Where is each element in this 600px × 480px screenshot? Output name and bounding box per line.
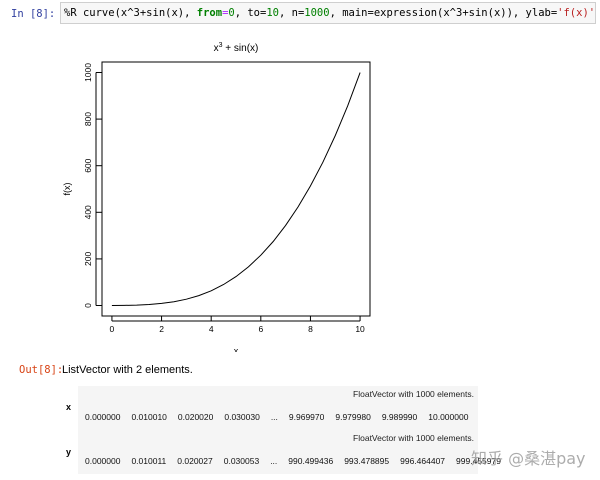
code-token: , to= [234, 7, 267, 19]
vector-cell: 993.478895 [344, 456, 390, 466]
plot-frame [101, 61, 371, 317]
code-token: 'f(x)' [557, 7, 596, 19]
x-tick-label: 0 [110, 324, 115, 334]
vector-cell: 10.000000 [428, 412, 469, 422]
input-prompt: In [8]: [11, 8, 56, 20]
vector-header-y: FloatVector with 1000 elements. [353, 433, 474, 443]
vector-label-y: y [66, 447, 72, 457]
vector-header-x: FloatVector with 1000 elements. [353, 389, 474, 399]
y-axis-label: f(x) [62, 183, 72, 196]
vector-cell: 0.030030 [224, 412, 260, 422]
vector-cell: 9.969970 [288, 412, 325, 422]
vector-cell: 0.030053 [223, 456, 260, 466]
y-tick-label: 0 [83, 303, 93, 308]
y-tick-label: 1000 [83, 63, 93, 82]
vector-cells-x: 0.000000 0.010010 0.020020 0.030030... 9.969… [85, 412, 479, 422]
vector-cells-y: 0.000000 0.010011 0.020027 0.030053... 990.4… [85, 456, 512, 466]
watermark: 知乎 @桑湛pay [471, 449, 586, 468]
x-tick-label: 2 [159, 324, 164, 334]
vector-cell: 0.010010 [131, 412, 167, 422]
code-token: ) [595, 7, 596, 19]
plot-title: x3 + sin(x) [214, 42, 259, 54]
vector-cell: 996.464407 [400, 456, 446, 466]
output-prompt: Out[8]: [19, 364, 64, 376]
code-token: = [222, 7, 229, 19]
code-token: from [196, 7, 223, 19]
vector-cell: 9.989990 [381, 412, 418, 422]
code-input-cell[interactable]: %R curve(x^3+sin(x), from=0, to=10, n=10… [60, 2, 596, 24]
x-tick-label: 10 [355, 324, 365, 334]
vector-cell: ... [270, 412, 278, 422]
code-token: , n= [278, 7, 305, 19]
code-token: 1000 [304, 7, 330, 19]
vector-cell: 0.000000 [85, 456, 121, 466]
y-tick-label: 800 [83, 112, 93, 126]
y-tick-label: 400 [83, 205, 93, 219]
vector-cell: 0.000000 [85, 412, 121, 422]
series-line [111, 72, 361, 306]
x-tick-label: 8 [308, 324, 313, 334]
vector-label-x: x [66, 402, 72, 412]
vector-cell: 0.020027 [177, 456, 213, 466]
vector-cell: 0.020020 [177, 412, 214, 422]
code-token: , main=expression(x^3+sin(x)), ylab= [329, 7, 558, 19]
vector-cell: ... [270, 456, 278, 466]
vector-cell: 0.010011 [131, 456, 167, 466]
vector-cell: 9.979980 [335, 412, 371, 422]
vector-cell: 999.455979 [456, 456, 501, 466]
output-summary: ListVector with 2 elements. [62, 364, 193, 376]
vector-table-x: FloatVector with 1000 elements. 0.000000… [78, 386, 478, 430]
code-token: 10 [266, 7, 279, 19]
code-token: %R curve(x^3+sin(x), [64, 7, 197, 19]
y-tick-label: 600 [83, 158, 93, 172]
x-tick-label: 4 [209, 324, 214, 334]
x-axis-label: x [234, 346, 239, 352]
y-tick-label: 200 [83, 252, 93, 266]
curve-plot: x3 + sin(x) 0 2 4 6 8 10 0 200 400 600 800 1000 x f(x) [62, 42, 371, 352]
vector-cell: 990.499436 [288, 456, 334, 466]
code-token: 0 [228, 7, 235, 19]
vector-table-y: FloatVector with 1000 elements. 0.000000… [78, 430, 501, 474]
x-tick-label: 6 [258, 324, 263, 334]
